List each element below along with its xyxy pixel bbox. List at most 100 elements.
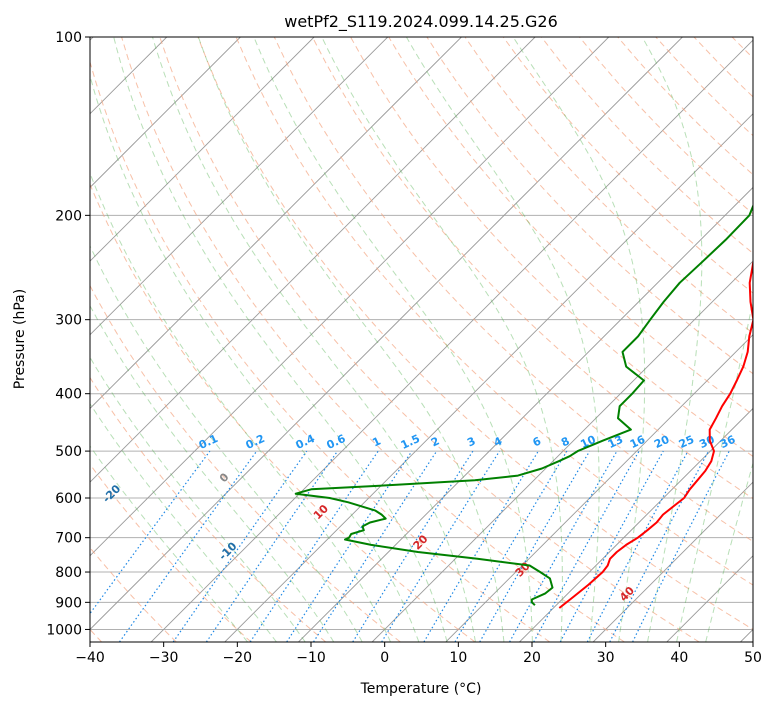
dewpoint-profile-line [294, 203, 753, 606]
mixing-ratio-line [249, 450, 379, 642]
mixing-ratio-label: 36 [718, 433, 738, 451]
dry-adiabat [159, 37, 700, 642]
y-tick-label: 100 [55, 30, 82, 46]
dry-adiabat [617, 37, 753, 176]
isotherm-line [592, 481, 753, 642]
y-tick-label: 900 [55, 595, 82, 611]
moist-adiabat [90, 356, 306, 642]
moist-adiabat [90, 304, 335, 642]
moist-adiabat [90, 74, 420, 642]
moist-adiabat [90, 171, 391, 642]
moist-adiabat [321, 37, 563, 642]
y-tick-label: 200 [55, 208, 82, 224]
dry-adiabat [311, 37, 753, 500]
mixing-ratio-line [205, 450, 338, 642]
isotherm-line [740, 628, 753, 642]
isotherm-line [150, 39, 753, 642]
plot-frame [89, 36, 754, 643]
isotherm-line [224, 113, 753, 642]
mixing-ratio-line [286, 450, 413, 642]
x-tick-label: 50 [744, 650, 762, 666]
mixing-ratio-label: 3 [465, 434, 477, 449]
isotherm-line [90, 37, 315, 262]
y-tick-label: 700 [55, 531, 82, 547]
moist-adiabat [512, 37, 646, 642]
x-tick-label: −30 [149, 650, 179, 666]
mixing-ratio-label: 0.4 [294, 432, 317, 452]
mixing-ratio-label: 10 [578, 433, 598, 451]
mixing-ratio-line [119, 450, 258, 642]
mixing-ratio-line [632, 450, 730, 642]
mixing-ratio-line [509, 450, 618, 642]
x-tick-label: −40 [75, 650, 105, 666]
dry-adiabat [502, 37, 753, 294]
y-tick-label: 400 [55, 387, 82, 403]
mixing-ratio-line [586, 450, 689, 642]
x-axis-label: Temperature (°C) [360, 681, 482, 697]
mixing-ratio-label: 16 [628, 433, 648, 451]
mixing-ratio-label: 8 [559, 434, 571, 449]
mixing-ratio-label: 0.1 [197, 432, 220, 452]
dry-adiabat-label: 30 [513, 559, 533, 579]
x-tick-label: 40 [670, 650, 688, 666]
dry-adiabat [197, 37, 753, 630]
y-tick-label: 800 [55, 565, 82, 581]
isotherm-line [371, 260, 753, 642]
chart-title: wetPf2_S119.2024.099.14.25.G26 [284, 12, 558, 32]
y-tick-label: 300 [55, 313, 82, 329]
moist-adiabat [90, 445, 248, 642]
x-tick-label: −10 [296, 650, 326, 666]
moist-adiabat [405, 37, 600, 642]
y-tick-label: 500 [55, 444, 82, 460]
x-tick-label: −20 [223, 650, 253, 666]
mixing-ratio-line [352, 450, 474, 642]
moist-adiabat [90, 244, 363, 642]
x-tick-label: 0 [380, 650, 389, 666]
mixing-ratio-label: 1.5 [399, 432, 422, 452]
dry-adiabat [273, 37, 753, 543]
mixing-ratio-line [559, 450, 664, 642]
mixing-ratio-line [381, 450, 501, 642]
isotherm-line [90, 37, 536, 483]
y-axis-label: Pressure (hPa) [12, 289, 28, 389]
mixing-ratio-line [90, 450, 211, 615]
mixing-ratio-line [533, 450, 640, 642]
dry-adiabat [770, 37, 775, 642]
dry-adiabat [541, 37, 753, 254]
dry-adiabat-label: -20 [100, 482, 123, 505]
moist-adiabat [705, 461, 753, 642]
x-tick-label: 20 [523, 650, 541, 666]
mixing-ratio-label: 1 [370, 434, 382, 449]
isotherm-line [519, 407, 753, 642]
moist-adiabat [90, 402, 277, 642]
y-tick-label: 600 [55, 491, 82, 507]
isotherm-line [90, 37, 241, 189]
mixing-ratio-label: 30 [697, 433, 717, 451]
dry-adiabat [121, 37, 625, 642]
dry-adiabat [90, 463, 252, 642]
moist-adiabat [113, 37, 448, 642]
dry-adiabat-label: -30 [0, 425, 22, 448]
moist-adiabat [197, 37, 505, 642]
isotherm-line [90, 37, 462, 410]
moist-adiabat [152, 37, 476, 642]
moist-adiabat [641, 37, 703, 642]
dry-adiabat [90, 60, 551, 642]
mixing-ratio-line [312, 450, 438, 642]
dry-adiabat [90, 376, 327, 642]
dry-adiabat [235, 37, 753, 586]
dry-adiabat [655, 37, 753, 137]
mixing-ratio-label: 25 [677, 433, 696, 451]
mixing-ratio-label: 6 [531, 434, 544, 449]
y-tick-label: 1000 [46, 622, 82, 638]
x-tick-label: 30 [597, 650, 615, 666]
x-tick-label: 10 [449, 650, 467, 666]
temperature-profile-line [558, 260, 753, 609]
isotherm-line [90, 37, 389, 336]
moist-adiabat [676, 297, 753, 642]
mixing-ratio-line [172, 450, 308, 642]
isotherm-line [90, 37, 610, 557]
dry-adiabat [693, 37, 753, 98]
isotherm-line [90, 37, 683, 631]
